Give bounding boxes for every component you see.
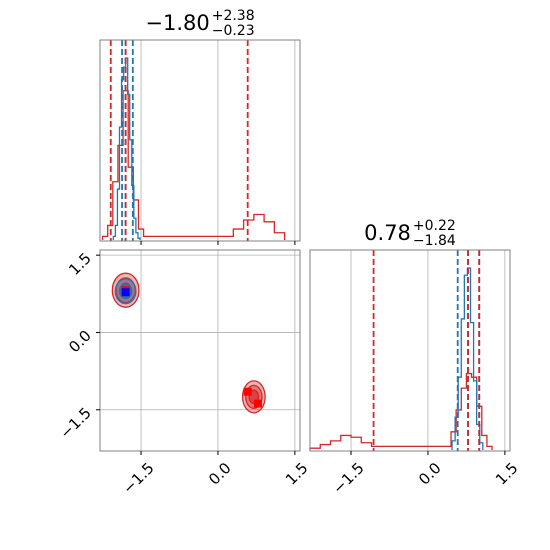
joint-ytick-label-1: 0.0 [65,327,95,357]
joint-red-marker-1 [243,387,252,396]
marginal-2-red-hist [309,372,493,450]
marginal-1-title-sup: +2.38 [212,8,255,24]
joint-xtick-label-1: 0.0 [205,459,235,489]
marginal-1-blue-hist [112,57,141,240]
marginal-1-frame [99,39,301,242]
joint-red-marker-2 [253,399,262,408]
marginal-2-title-sup: +0.22 [413,218,456,234]
joint-blue-marker [121,288,130,297]
marginal-1-title-sub: −0.23 [212,23,255,39]
marginal-1-title: −1.80 +2.38−0.23 [145,8,254,39]
marginal-2-title-sub: −1.84 [413,233,456,249]
marginal-2-frame [309,249,511,452]
marginal-2-xtick-label-1: 0.0 [415,459,445,489]
marginal-1-red-hist [101,90,286,240]
joint-xtick-label-2: 1.5 [282,459,312,489]
joint-frame [99,249,301,452]
joint-ytick-label-2: −1.5 [56,404,94,442]
joint-ytick-label-0: 1.5 [65,249,95,279]
marginal-2-title: 0.78 +0.22−1.84 [364,218,456,249]
joint-xtick-label-0: −1.5 [119,459,157,497]
marginal-2-xtick-label-2: 1.5 [492,459,522,489]
marginal-1-title-main: −1.80 [145,11,209,35]
marginal-2-title-main: 0.78 [364,221,411,245]
marginal-2-xtick-label-0: −1.5 [329,459,367,497]
